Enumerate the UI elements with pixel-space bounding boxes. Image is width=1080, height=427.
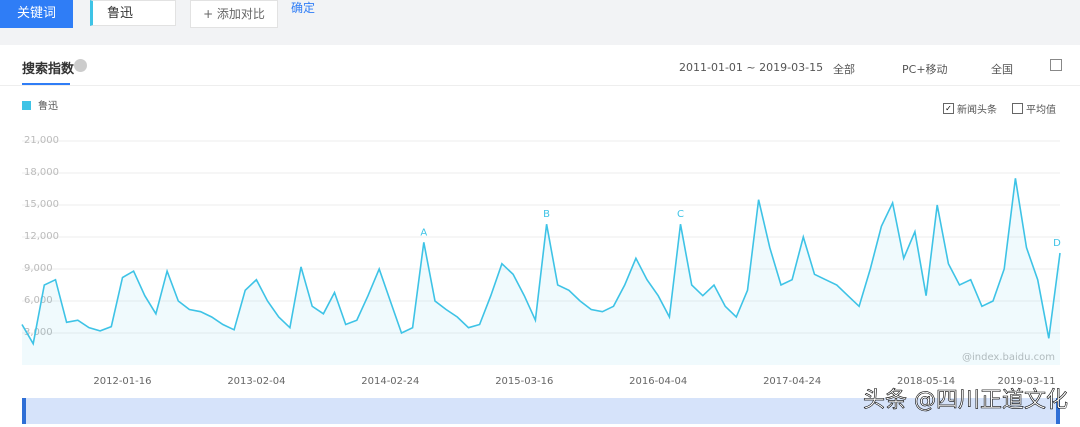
search-input[interactable]: 鲁迅	[90, 0, 176, 26]
x-tick-label: 2019-03-11	[997, 376, 1055, 387]
annotation: B	[543, 209, 550, 220]
keyword-button[interactable]: 关键词	[0, 0, 73, 28]
divider	[0, 85, 1080, 86]
x-tick-label: 2017-04-24	[763, 376, 821, 387]
checkbox[interactable]	[1012, 103, 1023, 114]
navigator-handle[interactable]	[1056, 398, 1060, 424]
area-fill	[22, 178, 1060, 365]
y-tick-label: 15,000	[24, 199, 59, 210]
date-range[interactable]: 2011-01-01 ~ 2019-03-15	[679, 61, 824, 74]
x-tick-label: 2016-04-04	[629, 376, 687, 387]
x-tick-label: 2013-02-04	[227, 376, 285, 387]
site-mark: @index.baidu.com	[962, 352, 1055, 363]
watermark: 头条 @四川正道文化	[863, 388, 1068, 413]
y-tick-label: 6,000	[24, 295, 53, 306]
x-tick-label: 2015-03-16	[495, 376, 553, 387]
device-select[interactable]: PC+移动	[902, 63, 948, 76]
y-tick-label: 3,000	[24, 327, 53, 338]
x-tick-label: 2014-02-24	[361, 376, 419, 387]
checkbox-average-label[interactable]: 平均值	[1026, 105, 1056, 116]
navigator-handle[interactable]	[22, 398, 26, 424]
source-select[interactable]: 全部	[833, 63, 855, 76]
series-line	[21, 178, 1061, 346]
tab-underline	[22, 83, 70, 85]
annotation: C	[677, 209, 684, 220]
y-tick-label: 21,000	[24, 135, 59, 146]
checkbox-news-label[interactable]: 新闻头条	[957, 105, 997, 116]
export-icon[interactable]	[1050, 59, 1062, 71]
tab-title[interactable]: 搜索指数	[22, 62, 75, 77]
annotation: A	[420, 227, 427, 238]
navigator[interactable]	[22, 398, 1060, 424]
confirm-link[interactable]: 确定	[291, 1, 316, 15]
add-compare[interactable]: + 添加对比	[190, 0, 278, 28]
legend-swatch	[22, 101, 31, 110]
help-icon[interactable]	[74, 59, 87, 72]
y-tick-label: 18,000	[24, 167, 59, 178]
annotation: D	[1053, 238, 1061, 249]
checkbox-checked[interactable]: ✓	[943, 103, 954, 114]
legend-label: 鲁迅	[38, 99, 58, 112]
x-tick-label: 2018-05-14	[897, 376, 955, 387]
y-tick-label: 12,000	[24, 231, 59, 242]
y-tick-label: 9,000	[24, 263, 53, 274]
x-tick-label: 2012-01-16	[93, 376, 151, 387]
region-select[interactable]: 全国	[991, 63, 1013, 76]
